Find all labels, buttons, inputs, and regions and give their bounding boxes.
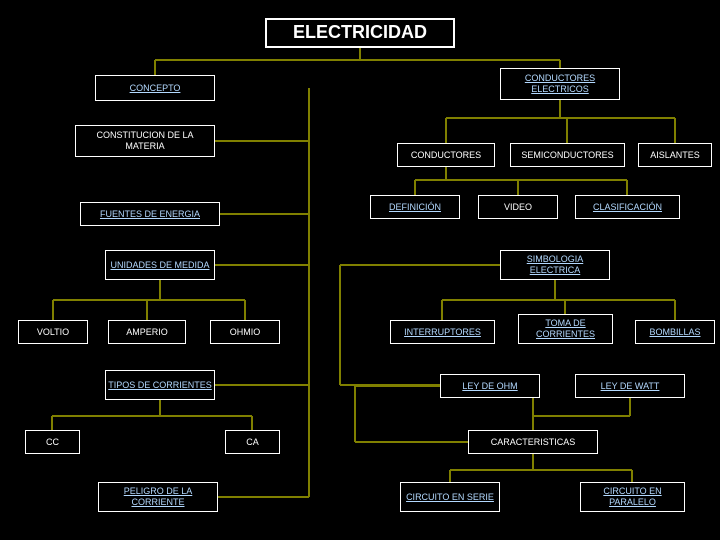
node-label-leyohm: LEY DE OHM [462,381,517,392]
node-label-ca: CA [246,437,259,448]
node-label-simbologia: SIMBOLOGIA ELECTRICA [503,254,607,276]
node-bombillas[interactable]: BOMBILLAS [635,320,715,344]
node-semiconductores: SEMICONDUCTORES [510,143,625,167]
node-label-semiconductores: SEMICONDUCTORES [521,150,613,161]
diagram-canvas: { "colors": { "background": "#000000", "… [0,0,720,540]
node-tipos[interactable]: TIPOS DE CORRIENTES [105,370,215,400]
node-interruptores[interactable]: INTERRUPTORES [390,320,495,344]
node-definicion[interactable]: DEFINICIÓN [370,195,460,219]
node-voltio: VOLTIO [18,320,88,344]
node-constitucion: CONSTITUCION DE LA MATERIA [75,125,215,157]
node-label-caracteristicas: CARACTERISTICAS [491,437,576,448]
node-aislantes: AISLANTES [638,143,712,167]
node-label-interruptores: INTERRUPTORES [404,327,481,338]
node-label-conductores: CONDUCTORES [411,150,481,161]
node-label-constitucion: CONSTITUCION DE LA MATERIA [78,130,212,152]
node-concepto[interactable]: CONCEPTO [95,75,215,101]
node-conductores: CONDUCTORES [397,143,495,167]
node-toma[interactable]: TOMA DE CORRIENTES [518,314,613,344]
node-label-unidades: UNIDADES DE MEDIDA [110,260,209,271]
node-caracteristicas: CARACTERISTICAS [468,430,598,454]
node-label-serie: CIRCUITO EN SERIE [406,492,494,503]
node-simbologia[interactable]: SIMBOLOGIA ELECTRICA [500,250,610,280]
node-leyohm[interactable]: LEY DE OHM [440,374,540,398]
node-label-conductores-elec: CONDUCTORES ELECTRICOS [503,73,617,95]
node-label-bombillas: BOMBILLAS [649,327,700,338]
node-label-toma: TOMA DE CORRIENTES [521,318,610,340]
node-unidades[interactable]: UNIDADES DE MEDIDA [105,250,215,280]
node-label-amperio: AMPERIO [126,327,168,338]
node-peligro[interactable]: PELIGRO DE LA CORRIENTE [98,482,218,512]
node-label-title: ELECTRICIDAD [293,22,427,44]
node-label-video: VIDEO [504,202,532,213]
node-label-fuentes: FUENTES DE ENERGIA [100,209,200,220]
node-fuentes[interactable]: FUENTES DE ENERGIA [80,202,220,226]
node-paralelo[interactable]: CIRCUITO EN PARALELO [580,482,685,512]
node-conductores-elec[interactable]: CONDUCTORES ELECTRICOS [500,68,620,100]
node-title: ELECTRICIDAD [265,18,455,48]
node-serie[interactable]: CIRCUITO EN SERIE [400,482,500,512]
node-amperio: AMPERIO [108,320,186,344]
node-label-ohmio: OHMIO [230,327,261,338]
node-label-clasificacion: CLASIFICACIÓN [593,202,662,213]
node-clasificacion[interactable]: CLASIFICACIÓN [575,195,680,219]
node-video: VIDEO [478,195,558,219]
node-label-definicion: DEFINICIÓN [389,202,441,213]
node-leywatt[interactable]: LEY DE WATT [575,374,685,398]
node-label-leywatt: LEY DE WATT [601,381,660,392]
node-label-voltio: VOLTIO [37,327,69,338]
node-label-paralelo: CIRCUITO EN PARALELO [583,486,682,508]
node-label-aislantes: AISLANTES [650,150,700,161]
node-label-peligro: PELIGRO DE LA CORRIENTE [101,486,215,508]
node-ca: CA [225,430,280,454]
node-cc: CC [25,430,80,454]
node-ohmio: OHMIO [210,320,280,344]
node-label-concepto: CONCEPTO [130,83,181,94]
node-label-cc: CC [46,437,59,448]
node-label-tipos: TIPOS DE CORRIENTES [108,380,212,391]
